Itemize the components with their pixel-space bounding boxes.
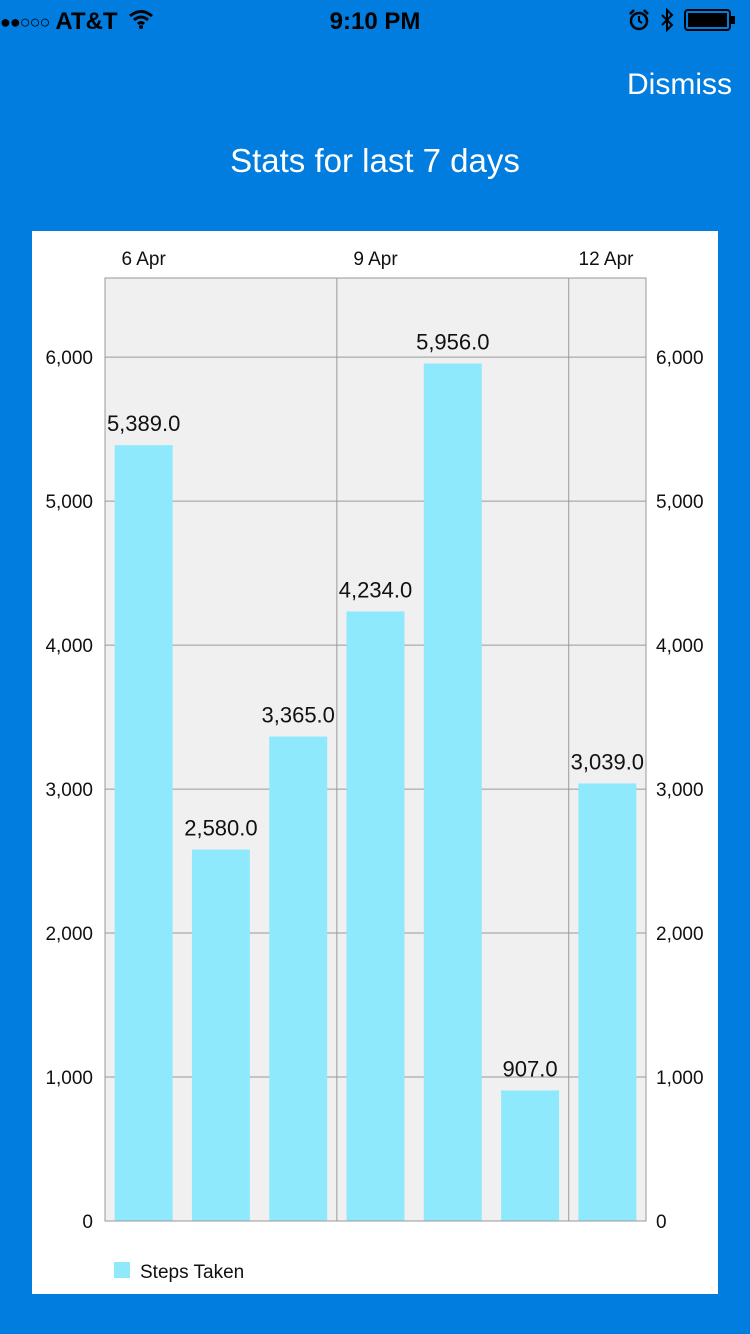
x-tick-label: 6 Apr — [121, 249, 166, 270]
carrier-name: AT&T — [55, 8, 118, 35]
bar — [578, 783, 637, 1221]
x-tick-label: 9 Apr — [353, 249, 398, 270]
signal-strength-icon: ●●○○○ — [0, 11, 50, 32]
battery-icon — [684, 9, 736, 38]
legend-label: Steps Taken — [140, 1262, 244, 1283]
y-tick-label-right: 3,000 — [656, 780, 704, 801]
y-tick-label-right: 4,000 — [656, 636, 704, 657]
y-tick-label-right: 6,000 — [656, 348, 704, 369]
data-label: 3,039.0 — [571, 749, 644, 774]
bar — [191, 849, 250, 1221]
y-tick-label-right: 1,000 — [656, 1068, 704, 1089]
y-tick-label-left: 5,000 — [45, 492, 93, 513]
steps-chart: 5,389.0 2,580.0 3,365.0 4,234.0 5,956.0 907.0… — [32, 231, 718, 1294]
bar — [269, 736, 328, 1221]
plot-border — [104, 277, 647, 1222]
data-label: 3,365.0 — [262, 703, 335, 728]
y-tick-label-left: 4,000 — [45, 636, 93, 657]
y-tick-label-left: 3,000 — [45, 780, 93, 801]
y-tick-label-left: 0 — [82, 1212, 93, 1233]
bar — [114, 445, 173, 1221]
legend-swatch — [114, 1262, 130, 1278]
y-tick-label-right: 0 — [656, 1212, 667, 1233]
data-label: 2,580.0 — [184, 816, 257, 841]
page-title: Stats for last 7 days — [230, 142, 520, 179]
y-tick-label-left: 1,000 — [45, 1068, 93, 1089]
wifi-icon — [128, 8, 154, 36]
status-bar: ●●○○○ AT&T 9:10 PM — [0, 0, 750, 40]
bar — [346, 611, 405, 1221]
bar — [501, 1090, 560, 1221]
bar — [423, 363, 482, 1221]
y-tick-label-right: 2,000 — [656, 924, 704, 945]
status-time: 9:10 PM — [329, 8, 421, 35]
y-tick-label-right: 5,000 — [656, 492, 704, 513]
data-label: 5,956.0 — [416, 330, 489, 355]
y-tick-label-left: 6,000 — [45, 348, 93, 369]
x-tick-label: 12 Apr — [579, 249, 635, 270]
data-label: 907.0 — [503, 1056, 558, 1081]
data-label: 5,389.0 — [107, 411, 180, 436]
data-label: 4,234.0 — [339, 577, 412, 602]
alarm-icon — [628, 9, 650, 38]
dismiss-button[interactable]: Dismiss — [627, 68, 732, 101]
bluetooth-icon — [660, 7, 674, 39]
chart-svg: 5,389.0 2,580.0 3,365.0 4,234.0 5,956.0 907.0… — [45, 249, 704, 1283]
y-tick-label-left: 2,000 — [45, 924, 93, 945]
